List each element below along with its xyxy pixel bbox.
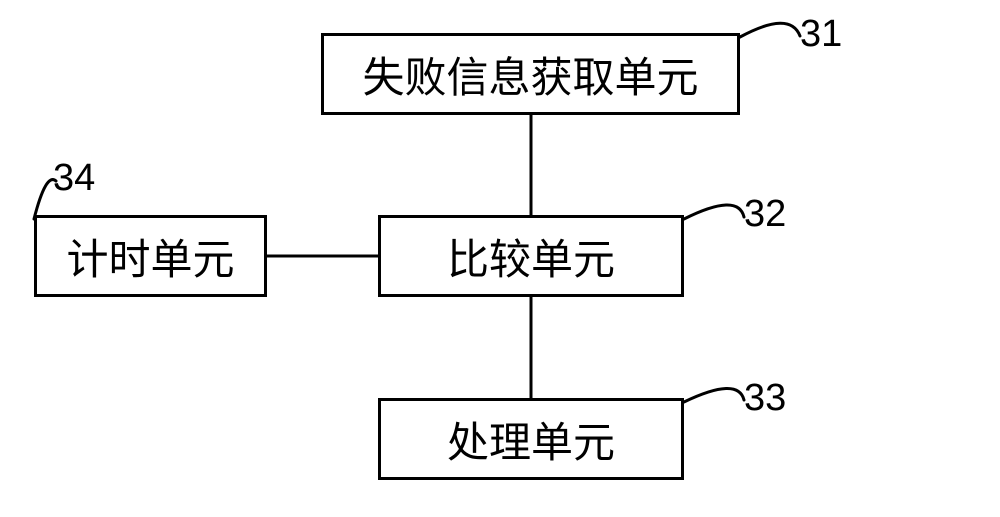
- node-34-timing-unit: 计时单元: [34, 215, 267, 297]
- ref-label-31: 31: [800, 13, 842, 56]
- ref-label-34: 34: [53, 157, 95, 200]
- diagram-canvas: 失败信息获取单元 计时单元 比较单元 处理单元 31 34 32 33: [0, 0, 1000, 517]
- node-33-process-unit: 处理单元: [378, 398, 684, 480]
- node-31-failure-info-acquire-unit: 失败信息获取单元: [321, 33, 740, 115]
- ref-label-32: 32: [744, 193, 786, 236]
- node-33-label: 处理单元: [447, 409, 615, 470]
- node-32-label: 比较单元: [447, 226, 615, 287]
- node-31-label: 失败信息获取单元: [362, 44, 698, 105]
- node-32-compare-unit: 比较单元: [378, 215, 684, 297]
- node-34-label: 计时单元: [66, 226, 234, 287]
- ref-label-33: 33: [744, 377, 786, 420]
